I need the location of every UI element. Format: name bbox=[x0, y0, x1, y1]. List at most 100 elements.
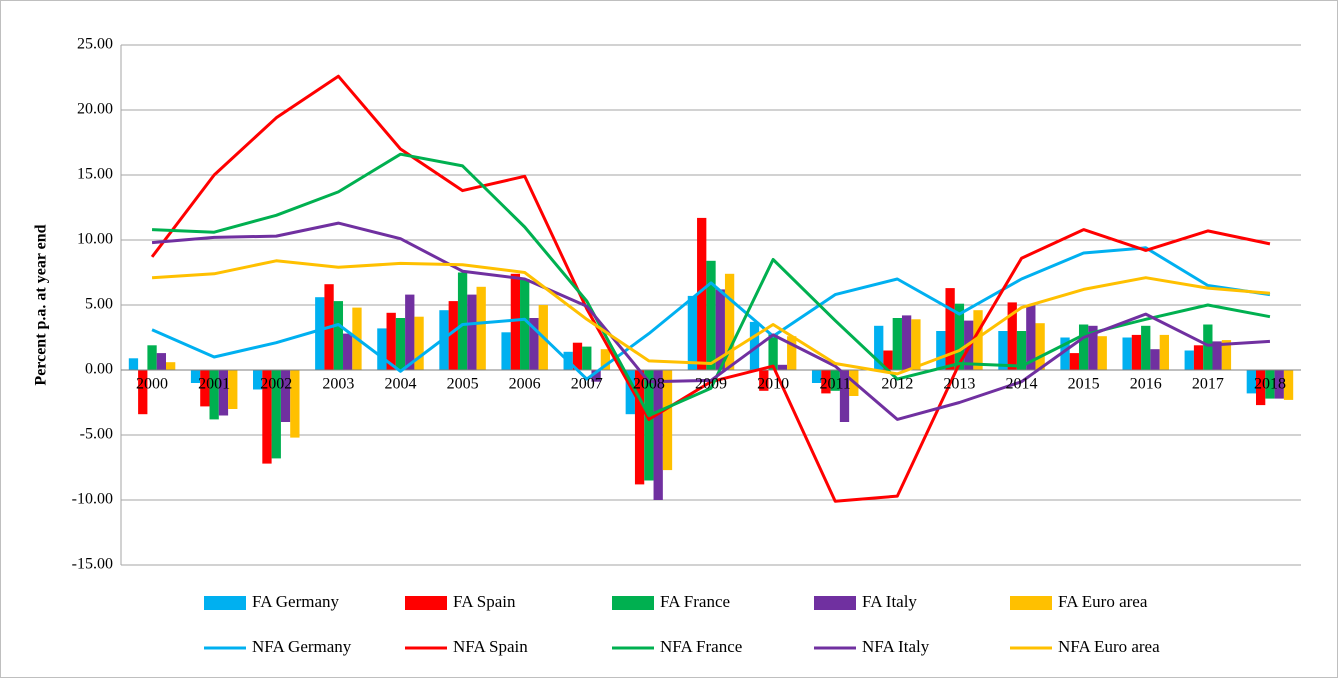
x-tick-label: 2014 bbox=[1006, 376, 1038, 393]
bar bbox=[476, 286, 486, 370]
bar bbox=[333, 301, 344, 370]
x-tick-label: 2011 bbox=[820, 376, 851, 393]
bar bbox=[1184, 350, 1194, 370]
x-tick-label: 2015 bbox=[1068, 376, 1100, 393]
bar bbox=[874, 325, 884, 370]
bar bbox=[687, 295, 698, 370]
bar bbox=[715, 289, 725, 370]
line bbox=[151, 246, 1271, 381]
bar bbox=[777, 364, 788, 370]
bar bbox=[218, 370, 229, 416]
bar bbox=[787, 336, 797, 370]
legend-swatch bbox=[1010, 596, 1052, 610]
bar bbox=[1060, 337, 1070, 370]
bar bbox=[510, 273, 521, 370]
y-tick-label: 20.00 bbox=[77, 101, 113, 118]
bar bbox=[271, 370, 281, 459]
bar bbox=[138, 370, 148, 415]
x-tick-label: 2008 bbox=[633, 376, 665, 393]
legend-swatch bbox=[612, 596, 654, 610]
legend-label: NFA Spain bbox=[453, 637, 528, 656]
legend-label: FA Euro area bbox=[1058, 592, 1148, 611]
bar bbox=[1274, 370, 1284, 399]
y-tick-label: 5.00 bbox=[85, 296, 113, 313]
bar bbox=[1255, 370, 1266, 406]
line bbox=[151, 152, 1271, 417]
legend-label: NFA Germany bbox=[252, 637, 352, 656]
bar bbox=[1131, 334, 1142, 370]
bar bbox=[343, 333, 353, 370]
bar bbox=[290, 370, 300, 438]
x-tick-label: 2018 bbox=[1254, 376, 1286, 393]
legend-label: FA France bbox=[660, 592, 730, 611]
bar bbox=[1069, 353, 1079, 370]
legend-label: NFA Italy bbox=[862, 637, 930, 656]
legend-label: FA Spain bbox=[453, 592, 516, 611]
bar bbox=[653, 370, 663, 500]
bar bbox=[724, 273, 735, 370]
bar bbox=[1122, 337, 1132, 370]
x-tick-label: 2007 bbox=[571, 376, 603, 393]
y-tick-label: 10.00 bbox=[77, 231, 113, 248]
bar bbox=[572, 342, 583, 370]
bar bbox=[954, 303, 965, 370]
y-tick-label: 0.00 bbox=[85, 361, 113, 378]
bar bbox=[405, 294, 415, 370]
bar bbox=[228, 370, 238, 409]
bar bbox=[600, 349, 611, 370]
bar bbox=[1026, 305, 1036, 370]
bar bbox=[998, 331, 1008, 370]
x-tick-label: 2004 bbox=[384, 376, 416, 393]
y-axis-label: Percent p.a. at year end bbox=[33, 224, 50, 385]
bar bbox=[1193, 345, 1204, 370]
bar bbox=[644, 370, 654, 481]
y-tick-label: -5.00 bbox=[80, 426, 113, 443]
bar bbox=[901, 315, 912, 370]
x-tick-label: 2001 bbox=[198, 376, 230, 393]
x-tick-label: 2005 bbox=[447, 376, 479, 393]
bar bbox=[166, 362, 176, 370]
bar bbox=[839, 370, 850, 422]
legend-swatch bbox=[405, 596, 447, 610]
bar bbox=[973, 310, 983, 370]
legend-label: FA Germany bbox=[252, 592, 340, 611]
x-tick-label: 2010 bbox=[757, 376, 789, 393]
y-tick-label: -10.00 bbox=[72, 491, 113, 508]
x-tick-label: 2017 bbox=[1192, 376, 1224, 393]
x-tick-label: 2016 bbox=[1130, 376, 1162, 393]
bar bbox=[892, 318, 902, 370]
bar bbox=[262, 370, 272, 464]
bar bbox=[414, 316, 424, 370]
bar bbox=[911, 319, 921, 370]
bar bbox=[1141, 325, 1151, 370]
x-tick-label: 2009 bbox=[695, 376, 727, 393]
bar bbox=[625, 370, 635, 415]
y-tick-label: 25.00 bbox=[77, 36, 113, 53]
bar bbox=[697, 217, 707, 370]
bar bbox=[830, 370, 840, 391]
bar bbox=[1097, 336, 1107, 370]
legend-label: NFA Euro area bbox=[1058, 637, 1160, 656]
x-tick-label: 2012 bbox=[881, 376, 913, 393]
bar bbox=[377, 328, 387, 370]
x-tick-label: 2002 bbox=[260, 376, 292, 393]
bar bbox=[811, 370, 822, 383]
bar bbox=[768, 333, 778, 370]
bar bbox=[1088, 325, 1098, 370]
bar bbox=[883, 350, 893, 370]
legend-swatch bbox=[204, 596, 246, 610]
bar bbox=[501, 332, 511, 370]
bar bbox=[280, 370, 291, 422]
bar bbox=[936, 331, 946, 370]
bar bbox=[190, 370, 201, 383]
x-tick-label: 2013 bbox=[943, 376, 975, 393]
bar bbox=[1212, 341, 1222, 370]
y-tick-label: -15.00 bbox=[72, 556, 113, 573]
x-tick-label: 2006 bbox=[509, 376, 541, 393]
bar bbox=[467, 294, 477, 370]
bar bbox=[1150, 349, 1160, 370]
bar bbox=[315, 297, 325, 370]
bar bbox=[634, 370, 645, 485]
bar bbox=[1203, 324, 1213, 370]
x-tick-label: 2003 bbox=[322, 376, 354, 393]
